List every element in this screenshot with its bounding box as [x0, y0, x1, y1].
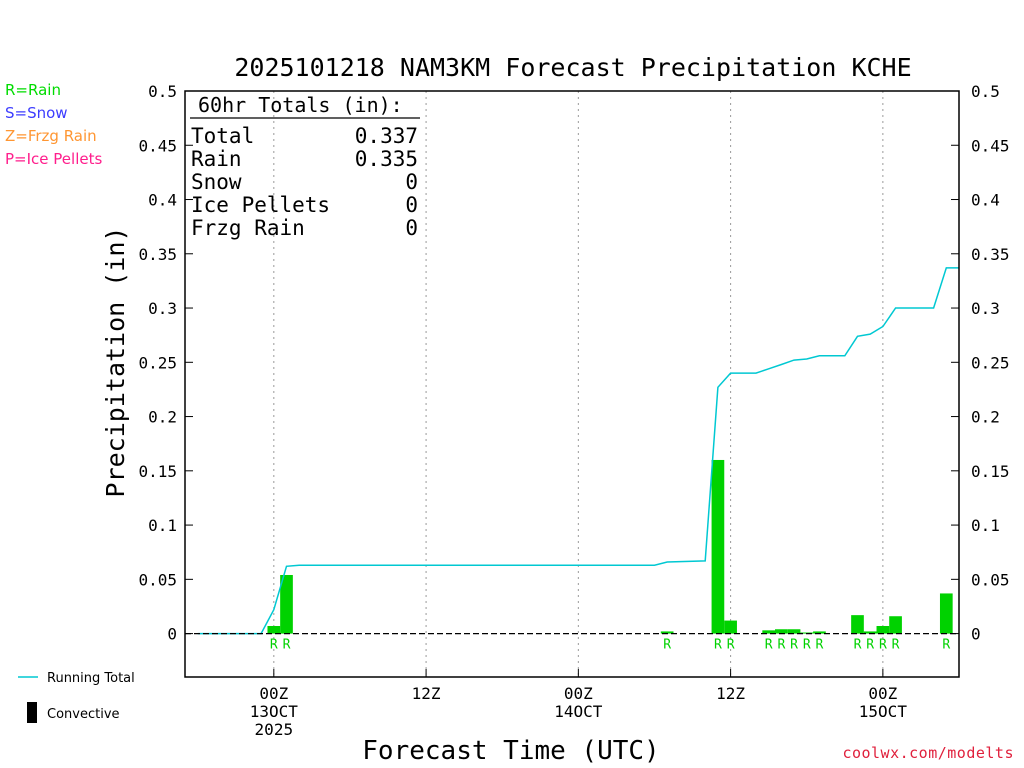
precip-type-label: R: [854, 638, 862, 653]
x-axis-title: Forecast Time (UTC): [362, 736, 659, 766]
convective-legend-swatch: [27, 702, 37, 723]
precip-type-label: R: [879, 638, 887, 653]
rain-bar: [889, 616, 902, 634]
totals-row-value: 0.335: [355, 147, 418, 171]
rain-bar: [876, 625, 890, 634]
y-tick-label-left: 0.35: [138, 245, 177, 264]
y-tick-label-right: 0.15: [971, 462, 1010, 481]
rain-bar: [711, 459, 725, 634]
y-tick-label-left: 0.2: [148, 408, 177, 427]
precip-type-label: R: [283, 638, 291, 653]
credit-text: coolwx.com/modelts: [842, 744, 1014, 762]
rain-bar: [724, 620, 737, 634]
y-axis-title: Precipitation (in): [101, 227, 130, 498]
precip-type-label: R: [866, 638, 874, 653]
plot-frame: [184, 90, 960, 678]
rain-bar: [267, 625, 281, 634]
precip-type-label: R: [777, 638, 785, 653]
x-tick-label: 15OCT: [859, 702, 908, 721]
rain-bar: [939, 593, 953, 634]
rain-bar: [813, 631, 826, 634]
rain-bar: [762, 630, 776, 634]
running-total-legend-label: Running Total: [47, 671, 135, 686]
x-tick-label: 13OCT: [250, 702, 299, 721]
y-tick-label-right: 0.05: [971, 570, 1010, 589]
y-tick-label-right: 0.35: [971, 245, 1010, 264]
totals-row-value: 0: [405, 193, 418, 217]
y-tick-label-right: 0.5: [971, 82, 1000, 101]
totals-row-label: Total: [191, 124, 254, 148]
rain-bar: [660, 631, 674, 634]
y-tick-label-left: 0.25: [138, 353, 177, 372]
precip-type-legend-item: Z=Frzg Rain: [5, 127, 97, 145]
precip-type-label: R: [942, 638, 950, 653]
y-tick-label-right: 0: [971, 625, 981, 644]
convective-legend-label: Convective: [47, 707, 120, 722]
x-tick-label: 12Z: [716, 684, 745, 703]
precip-type-label: R: [765, 638, 773, 653]
precip-type-legend-item: P=Ice Pellets: [5, 150, 103, 168]
precip-type-legend-item: S=Snow: [5, 104, 68, 122]
y-tick-label-right: 0.1: [971, 516, 1000, 535]
chart-text: R R R R R R R R R R R R R R R0 00.05 0.050.1 0.10.15 0.150…: [18, 82, 1010, 739]
x-tick-label: 14OCT: [554, 702, 603, 721]
precip-type-label: R: [663, 638, 671, 653]
precip-type-label: R: [790, 638, 798, 653]
totals-heading: 60hr Totals (in):: [198, 93, 403, 117]
y-tick-label-left: 0.15: [138, 462, 177, 481]
x-tick-label: 00Z: [259, 684, 288, 703]
y-tick-label-left: 0: [167, 625, 177, 644]
y-tick-label-left: 0.45: [138, 136, 177, 155]
rain-bar: [280, 574, 293, 634]
totals-row-value: 0.337: [355, 124, 418, 148]
precip-type-label: R: [714, 638, 722, 653]
y-tick-label-left: 0.3: [148, 299, 177, 318]
y-tick-label-left: 0.1: [148, 516, 177, 535]
y-tick-label-right: 0.3: [971, 299, 1000, 318]
y-tick-label-left: 0.4: [148, 191, 177, 210]
rain-bar: [787, 629, 801, 634]
totals-row-label: Ice Pellets: [191, 193, 330, 217]
precip-type-legend-item: R=Rain: [5, 81, 61, 99]
running-total-line: [197, 267, 959, 635]
running-total-line-group: [197, 267, 959, 635]
precip-type-label: R: [803, 638, 811, 653]
y-tick-label-right: 0.4: [971, 191, 1000, 210]
totals-row-value: 0: [405, 216, 418, 240]
chart-title: 2025101218 NAM3KM Forecast Precipitation…: [234, 53, 911, 82]
rain-bar: [775, 629, 788, 634]
totals-row-label: Rain: [191, 147, 242, 171]
precip-type-label: R: [892, 638, 900, 653]
y-tick-label-right: 0.45: [971, 136, 1010, 155]
rain-bar: [851, 615, 864, 634]
axes: [184, 90, 960, 678]
totals-row-label: Snow: [191, 170, 242, 194]
y-tick-label-right: 0.2: [971, 408, 1000, 427]
precip-type-label: R: [727, 638, 735, 653]
x-tick-label: 00Z: [564, 684, 593, 703]
totals-row-value: 0: [405, 170, 418, 194]
y-tick-label-left: 0.05: [138, 570, 177, 589]
rain-bars: [267, 459, 953, 634]
rain-bar: [863, 631, 877, 634]
totals-row-label: Frzg Rain: [191, 216, 305, 240]
grid-lines: [273, 91, 884, 677]
precip-type-label: R: [816, 638, 824, 653]
x-tick-label: 00Z: [868, 684, 897, 703]
precip-type-label: R: [270, 638, 278, 653]
x-tick-label: 12Z: [412, 684, 441, 703]
y-tick-label-right: 0.25: [971, 353, 1010, 372]
y-tick-label-left: 0.5: [148, 82, 177, 101]
x-tick-label: 2025: [255, 720, 294, 739]
